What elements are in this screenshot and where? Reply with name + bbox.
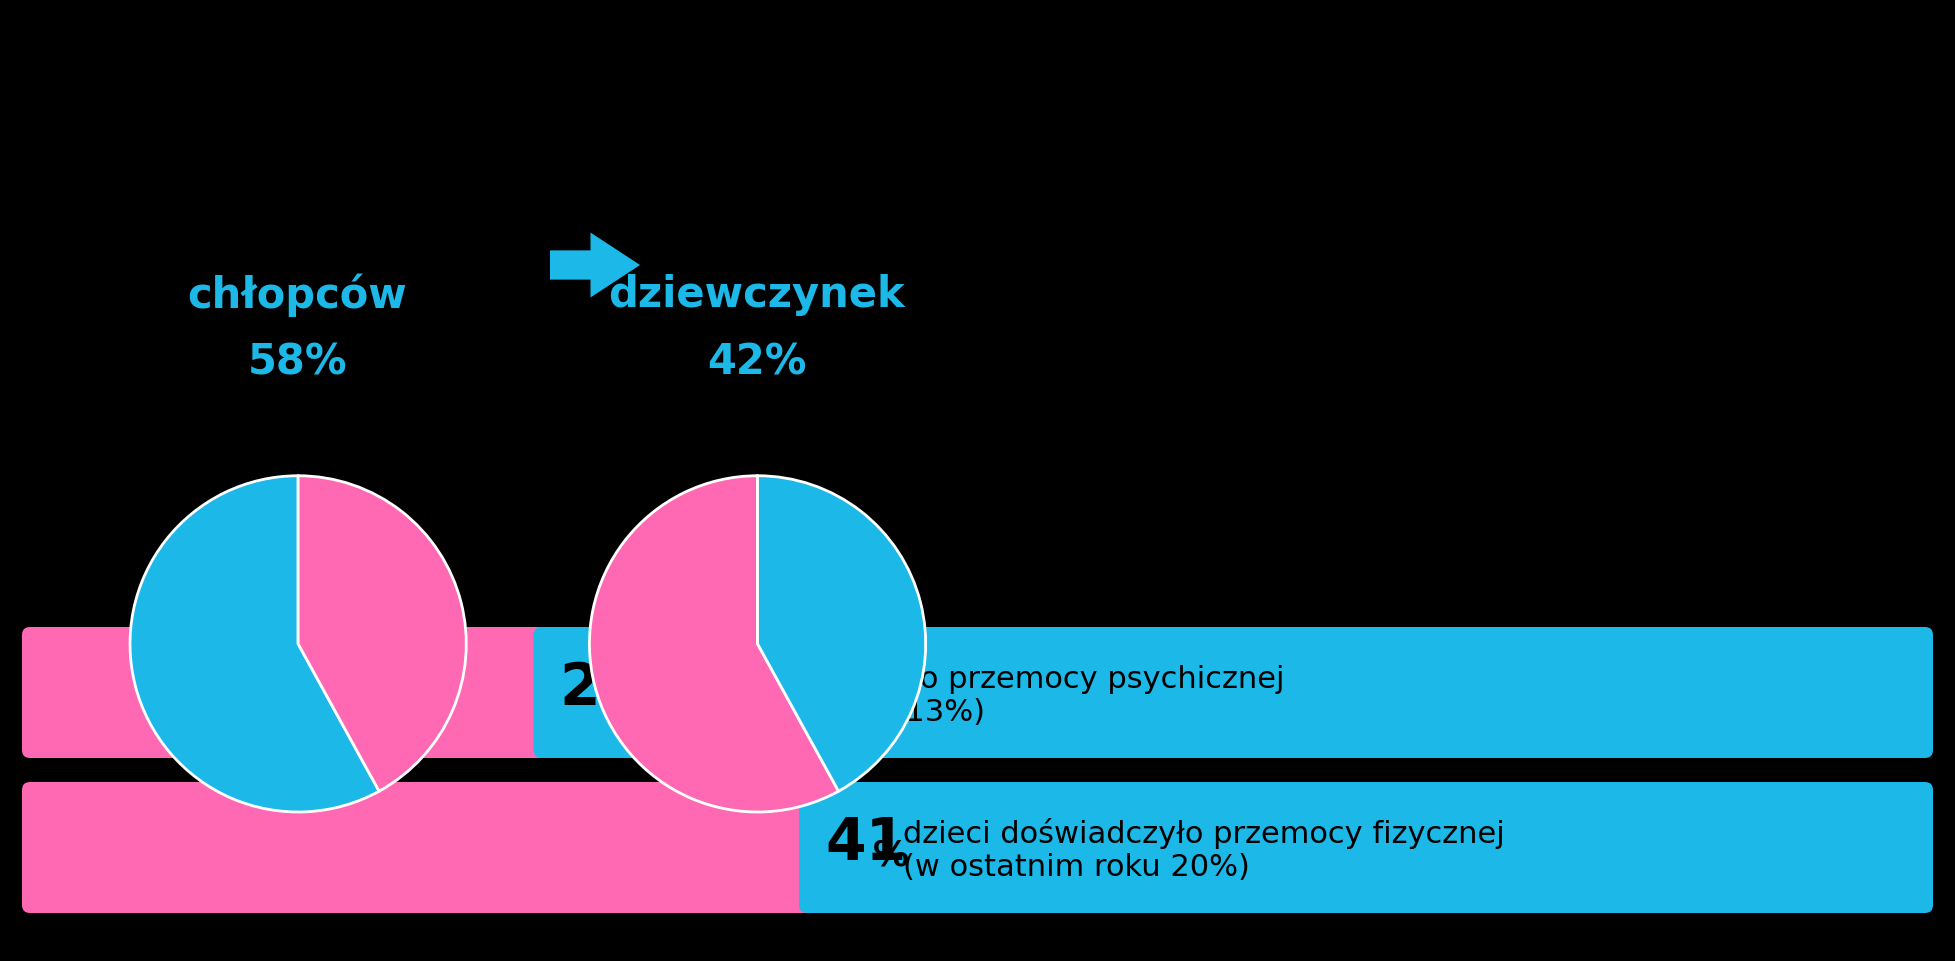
Text: 28: 28 bbox=[559, 660, 641, 717]
Text: (w ostatnim roku 13%): (w ostatnim roku 13%) bbox=[637, 698, 985, 727]
Text: 58%: 58% bbox=[248, 341, 346, 383]
FancyBboxPatch shape bbox=[534, 627, 1933, 758]
Text: %: % bbox=[608, 683, 643, 718]
Text: 41: 41 bbox=[825, 815, 907, 872]
Text: 42%: 42% bbox=[708, 341, 805, 383]
Text: dzieci doświadczyło przemocy psychicznej: dzieci doświadczyło przemocy psychicznej bbox=[637, 663, 1284, 694]
Text: chłopców: chłopców bbox=[188, 274, 407, 317]
Wedge shape bbox=[131, 476, 379, 812]
FancyBboxPatch shape bbox=[800, 782, 1933, 913]
Wedge shape bbox=[297, 476, 465, 791]
Text: dzieci doświadczyło przemocy fizycznej: dzieci doświadczyło przemocy fizycznej bbox=[903, 818, 1505, 849]
Text: (w ostatnim roku 20%): (w ostatnim roku 20%) bbox=[903, 853, 1249, 882]
Wedge shape bbox=[757, 476, 925, 791]
FancyBboxPatch shape bbox=[22, 782, 815, 913]
Text: %: % bbox=[874, 839, 909, 873]
Text: dziewczynek: dziewczynek bbox=[608, 274, 905, 316]
Polygon shape bbox=[549, 233, 639, 298]
Wedge shape bbox=[590, 476, 839, 812]
FancyBboxPatch shape bbox=[22, 627, 549, 758]
